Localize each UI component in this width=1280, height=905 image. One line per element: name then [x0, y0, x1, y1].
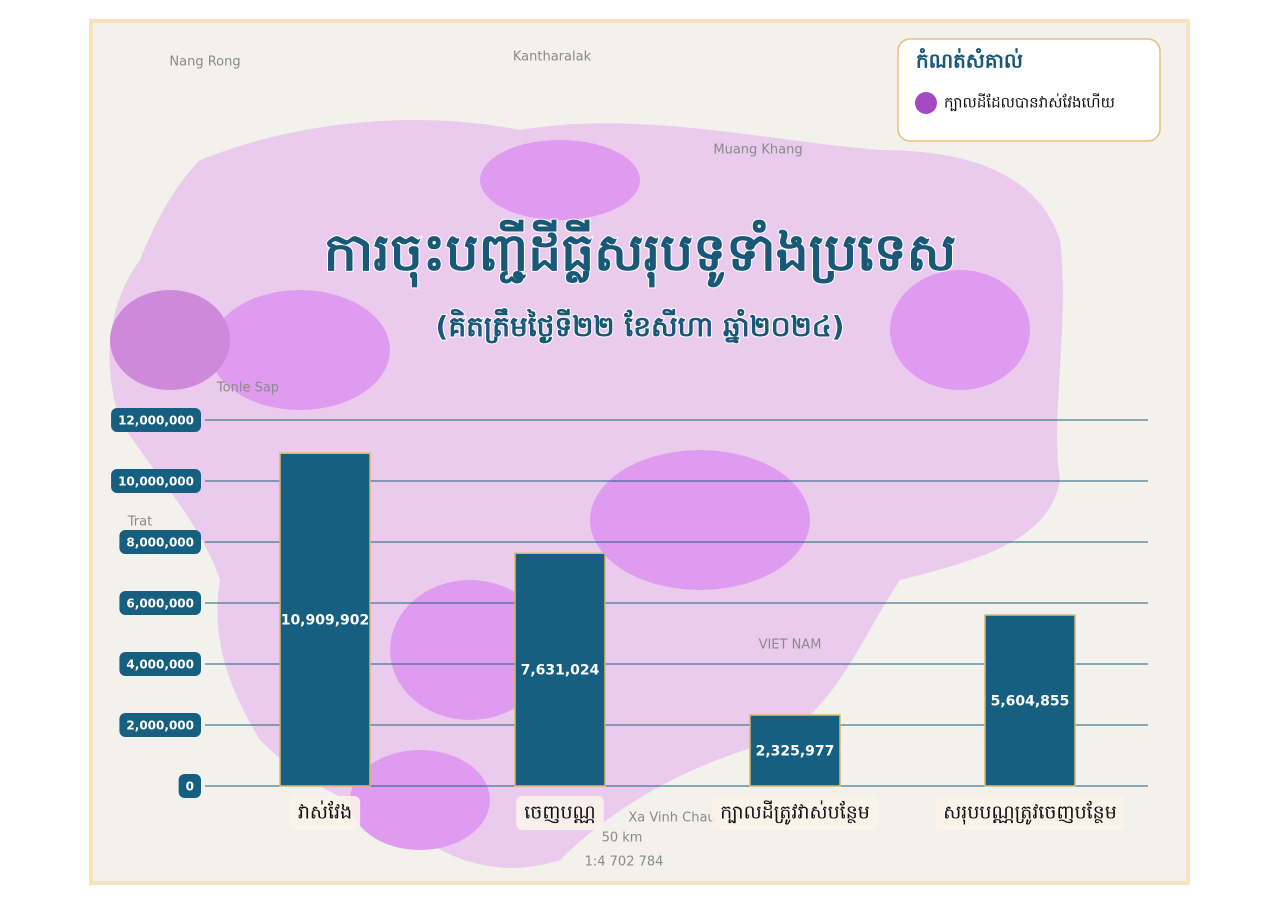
y-tick-box — [119, 713, 201, 737]
legend-label: ក្បាលដីដែលបានវាស់វែងហើយ — [944, 93, 1115, 112]
map-label: Tonle Sap — [216, 381, 279, 396]
y-tick-box — [119, 530, 201, 554]
map-label: Trat — [127, 515, 152, 530]
map-label: Kantharalak — [513, 50, 592, 65]
map-label: Muang Khang — [713, 143, 802, 158]
y-tick-label: 2,000,000 — [126, 719, 194, 733]
y-tick-label: 12,000,000 — [118, 414, 194, 428]
x-tick-box — [935, 796, 1125, 830]
y-tick-label: 8,000,000 — [126, 536, 194, 550]
legend-swatch — [915, 92, 937, 114]
y-tick: 2,000,000 — [119, 713, 201, 737]
map-label: Nang Rong — [169, 55, 240, 70]
x-tick-label: សរុបបណ្ណត្រូវចេញបន្ថែម — [943, 801, 1117, 826]
map-label: VIET NAM — [759, 638, 822, 653]
y-tick-box — [111, 469, 201, 493]
x-tick: វាស់វែង — [289, 796, 361, 830]
value-label: 5,604,855 — [991, 694, 1070, 710]
y-tick-box — [119, 591, 201, 615]
y-tick: 8,000,000 — [119, 530, 201, 554]
y-tick-label: 6,000,000 — [126, 597, 194, 611]
y-tick-box — [178, 774, 201, 798]
x-tick: ចេញបណ្ណ — [516, 796, 604, 830]
chart-title: ការចុះបញ្ជីដីធ្លីសរុបទូទាំងប្រទេស — [324, 219, 956, 288]
bar — [984, 614, 1076, 787]
y-tick-box — [111, 408, 201, 432]
x-tick: សរុបបណ្ណត្រូវចេញបន្ថែម — [935, 796, 1125, 830]
y-tick: 10,000,000 — [111, 469, 201, 493]
x-tick-box — [712, 796, 878, 830]
y-tick: 12,000,000 — [111, 408, 201, 432]
y-tick: 0 — [178, 774, 201, 798]
y-tick-label: 4,000,000 — [126, 658, 194, 672]
value-label: 10,909,902 — [281, 613, 370, 629]
map-label: Xa Vinh Chau — [628, 811, 715, 826]
y-tick: 4,000,000 — [119, 652, 201, 676]
y-tick-box — [119, 652, 201, 676]
chart-subtitle: (គិតត្រឹមថ្ងៃទី២២ ខែសីហា ឆ្នាំ២០២៤) — [436, 308, 845, 344]
y-tick-label: 10,000,000 — [118, 475, 194, 489]
x-tick-box — [289, 796, 361, 830]
x-tick: ក្បាលដីត្រូវវាស់បន្ថែម — [712, 796, 878, 830]
bar — [749, 714, 841, 787]
value-label: 7,631,024 — [521, 663, 600, 679]
value-label: 2,325,977 — [756, 744, 835, 760]
y-tick-label: 0 — [186, 780, 194, 794]
legend: កំណត់សំគាល់ ក្បាលដីដែលបានវាស់វែងហើយ — [897, 38, 1161, 142]
x-tick-label: ក្បាលដីត្រូវវាស់បន្ថែម — [720, 800, 870, 826]
bar — [279, 452, 371, 787]
map-label: 50 km — [602, 831, 643, 846]
x-tick-label: ចេញបណ្ណ — [524, 802, 595, 824]
legend-title: កំណត់សំគាល់ — [916, 48, 1023, 73]
x-tick-label: វាស់វែង — [298, 800, 352, 824]
bar — [514, 552, 606, 787]
legend-box — [897, 38, 1161, 142]
y-tick: 6,000,000 — [119, 591, 201, 615]
x-tick-box — [516, 796, 604, 830]
map-label: 1:4 702 784 — [585, 855, 664, 870]
